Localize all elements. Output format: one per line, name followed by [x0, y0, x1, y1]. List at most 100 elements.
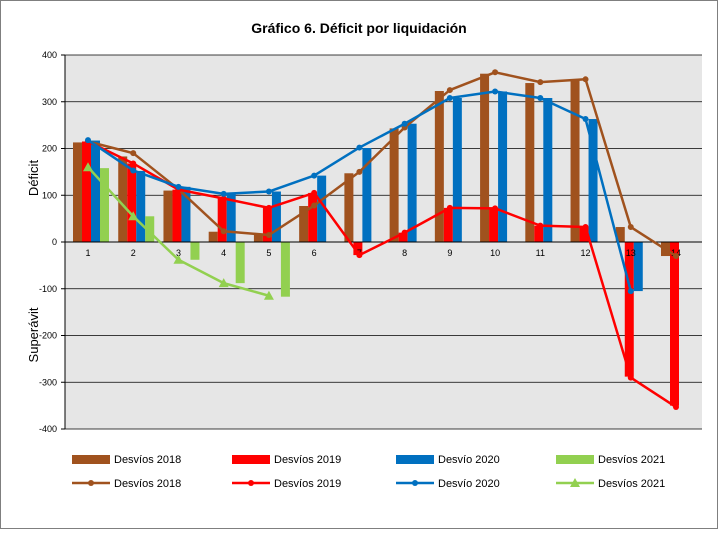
- point-desvío-2020: [582, 116, 589, 123]
- legend-line-label: Desvíos 2021: [598, 478, 665, 490]
- bar-desvíos-2018: [208, 231, 218, 242]
- point-desvíos-2019: [311, 189, 318, 196]
- point-desvío-2020: [220, 190, 227, 197]
- legend-line-marker: [88, 480, 94, 486]
- point-desvío-2020: [175, 183, 182, 190]
- y-tick-label: -400: [39, 424, 57, 434]
- point-desvíos-2018: [537, 79, 544, 86]
- bar-desvíos-2018: [480, 73, 490, 242]
- bar-desvíos-2019: [82, 141, 91, 242]
- x-tick-label: 11: [536, 248, 545, 258]
- bar-desvíos-2021: [190, 242, 200, 260]
- point-desvíos-2018: [130, 150, 137, 157]
- bar-desvíos-2021: [235, 242, 245, 284]
- point-desvíos-2018: [356, 168, 363, 175]
- legend-line-label: Desvío 2020: [438, 478, 500, 490]
- bar-desvío-2020: [136, 170, 146, 242]
- y-axis: 400 300 200 100 0 -100 -200 -300 -400: [39, 50, 66, 434]
- legend: Desvíos 2018 Desvíos 2019 Desvío 2020 Desví…: [72, 454, 665, 490]
- bar-desvíos-2018: [389, 128, 399, 242]
- legend-bar-label: Desvíos 2019: [274, 454, 341, 466]
- y-tick-label: 0: [52, 237, 57, 247]
- point-desvíos-2018: [627, 224, 634, 231]
- line-desvíos-2018: [87, 71, 677, 258]
- point-desvíos-2018: [265, 231, 272, 238]
- point-desvíos-2019: [673, 404, 679, 411]
- x-tick-label: 4: [221, 248, 226, 258]
- point-desvíos-2021: [83, 162, 93, 172]
- x-tick-label: 1: [85, 248, 90, 258]
- x-tick-label: 13: [626, 248, 636, 258]
- bar-desvíos-2018: [299, 206, 309, 242]
- line-series: [83, 69, 679, 411]
- point-desvíos-2018: [220, 228, 227, 235]
- legend-line-marker: [248, 480, 254, 486]
- point-desvíos-2019: [582, 224, 589, 231]
- bar-desvíos-2019: [443, 207, 453, 242]
- x-tick-label: 8: [402, 248, 407, 258]
- legend-line-marker: [570, 478, 580, 487]
- bar-desvíos-2019: [398, 232, 408, 242]
- bar-desvíos-2021: [280, 242, 290, 297]
- legend-bar-label: Desvíos 2018: [114, 454, 181, 466]
- bar-desvíos-2018: [163, 190, 173, 242]
- point-desvíos-2021: [263, 290, 274, 300]
- bar-desvío-2020: [543, 98, 553, 242]
- bar-desvíos-2019: [624, 242, 634, 377]
- point-desvío-2020: [401, 120, 408, 127]
- point-desvío-2020: [537, 95, 544, 102]
- point-desvíos-2021: [173, 254, 184, 264]
- point-desvíos-2019: [356, 252, 363, 259]
- point-desvío-2020: [311, 172, 318, 179]
- bar-desvíos-2019: [308, 192, 318, 242]
- legend-bar-label: Desvíos 2021: [598, 454, 665, 466]
- point-desvíos-2019: [220, 195, 227, 202]
- point-desvío-2020: [85, 137, 91, 144]
- point-desvíos-2018: [582, 76, 589, 83]
- bar-desvíos-2018: [253, 233, 263, 242]
- bar-desvío-2020: [317, 175, 327, 242]
- point-desvío-2020: [446, 95, 453, 102]
- bar-desvío-2020: [271, 191, 281, 242]
- y-tick-label: -100: [39, 284, 57, 294]
- x-tick-label: 10: [490, 248, 500, 258]
- legend-bar-swatch: [72, 455, 110, 464]
- bar-desvíos-2018: [570, 79, 580, 242]
- bar-desvío-2020: [633, 242, 643, 292]
- legend-bar-swatch: [556, 455, 594, 464]
- chart-title: Gráfico 6. Déficit por liquidación: [251, 20, 466, 36]
- y-tick-label: 400: [42, 50, 57, 60]
- legend-bar-swatch: [396, 455, 434, 464]
- bar-series: [73, 73, 679, 406]
- y-axis-label-top: Déficit: [26, 160, 41, 197]
- point-desvíos-2021: [218, 278, 229, 288]
- y-tick-label: -200: [39, 331, 57, 341]
- x-tick-label: 3: [176, 248, 181, 258]
- point-desvíos-2021: [128, 211, 139, 221]
- point-desvíos-2018: [673, 253, 679, 260]
- y-tick-label: -300: [39, 377, 57, 387]
- bar-desvío-2020: [362, 148, 372, 242]
- legend-line-marker: [412, 480, 418, 486]
- point-desvíos-2019: [492, 205, 499, 212]
- bar-desvíos-2018: [118, 156, 128, 242]
- line-desvíos-2019: [87, 140, 677, 409]
- bar-desvíos-2019: [534, 225, 544, 242]
- bar-desvío-2020: [226, 193, 236, 242]
- bar-desvíos-2019: [579, 227, 589, 242]
- point-desvíos-2019: [627, 374, 634, 381]
- x-tick-label: 5: [266, 248, 271, 258]
- point-desvíos-2018: [446, 87, 453, 94]
- bar-desvío-2020: [91, 140, 100, 242]
- bar-desvío-2020: [407, 123, 417, 242]
- point-desvío-2020: [265, 188, 272, 195]
- bar-desvío-2020: [498, 91, 508, 242]
- point-desvíos-2019: [130, 160, 137, 167]
- bar-desvío-2020: [181, 186, 191, 242]
- x-tick-label: 6: [312, 248, 317, 258]
- bar-desvíos-2019: [353, 242, 363, 256]
- bar-desvíos-2019: [172, 189, 182, 242]
- y-tick-label: 100: [42, 190, 57, 200]
